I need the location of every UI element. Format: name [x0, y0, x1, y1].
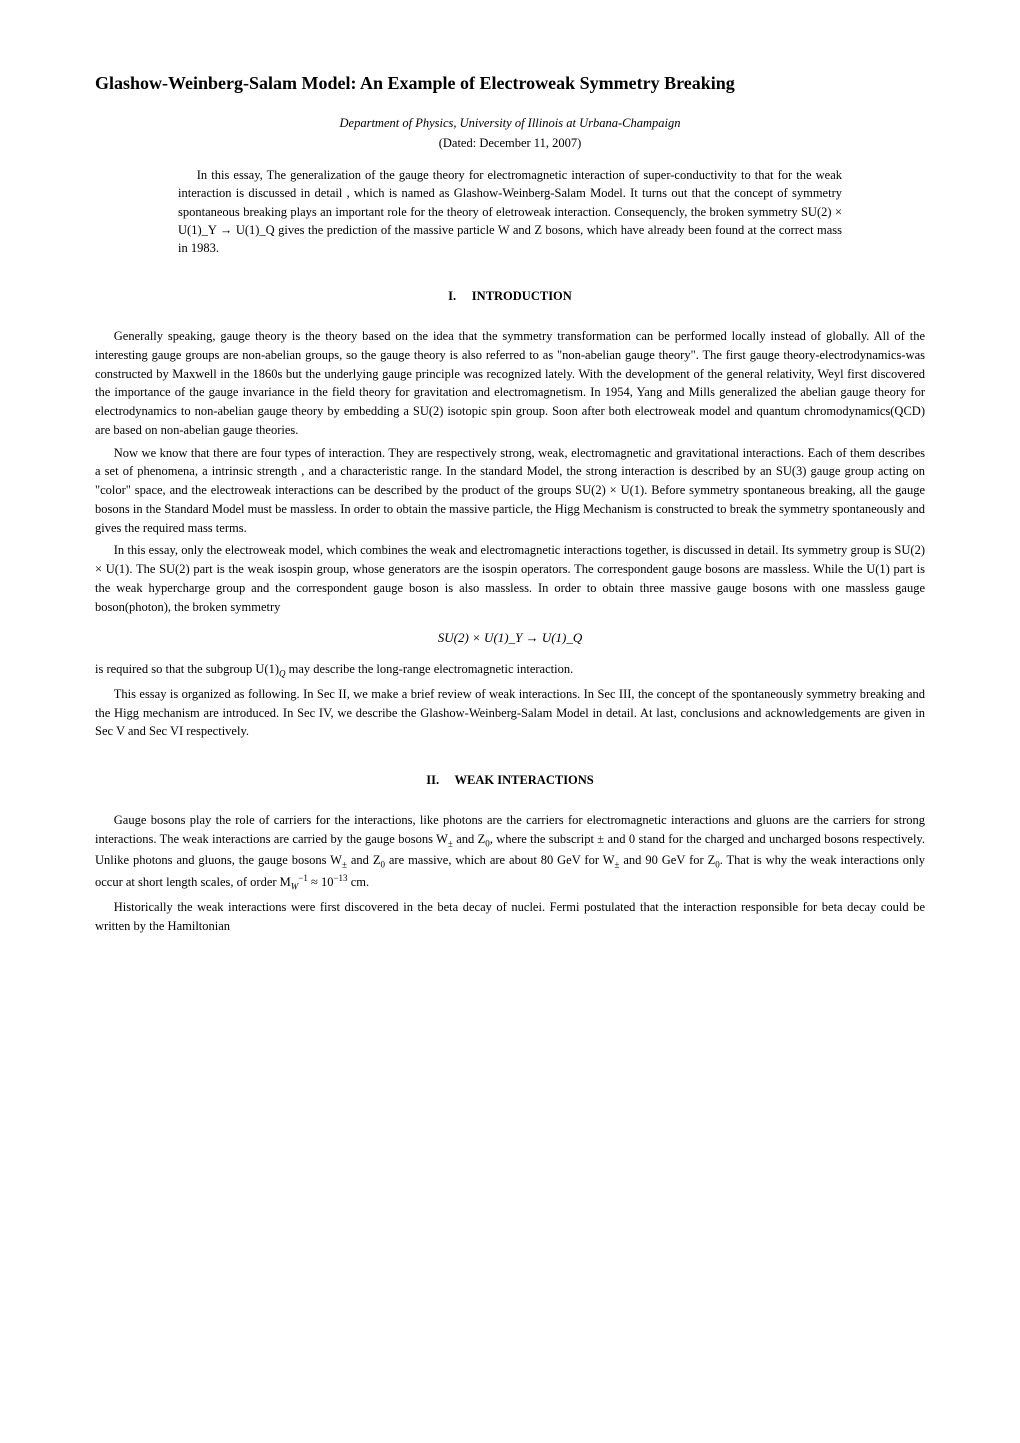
dated-close: ): [577, 136, 581, 150]
sup-neg1: −1: [298, 873, 308, 883]
date: December 11, 2007: [479, 136, 577, 150]
introduction-body: Generally speaking, gauge theory is the …: [95, 327, 925, 741]
weak-p1-d: and Z: [347, 853, 381, 867]
weak-p1-f: and 90 GeV for Z: [619, 853, 715, 867]
weak-paragraph-1: Gauge bosons play the role of carriers f…: [95, 811, 925, 894]
weak-p1-b: and Z: [453, 832, 485, 846]
section-title-2: WEAK INTERACTIONS: [455, 773, 594, 787]
section-number: I.: [448, 289, 456, 303]
intro-paragraph-3: In this essay, only the electroweak mode…: [95, 541, 925, 616]
section-number-2: II.: [426, 773, 439, 787]
sup-neg13: −13: [333, 873, 347, 883]
weak-p1-h: ≈ 10: [308, 875, 334, 889]
intro-p4-b: may describe the long-range electromagne…: [286, 662, 574, 676]
intro-paragraph-4: is required so that the subgroup U(1)Q m…: [95, 660, 925, 681]
display-equation-1: SU(2) × U(1)_Y → U(1)_Q: [95, 628, 925, 648]
intro-paragraph-1: Generally speaking, gauge theory is the …: [95, 327, 925, 440]
page: Glashow-Weinberg-Salam Model: An Example…: [0, 0, 1020, 1443]
dated-line: (Dated: December 11, 2007): [95, 134, 925, 152]
abstract: In this essay, The generalization of the…: [178, 166, 842, 257]
intro-paragraph-2: Now we know that there are four types of…: [95, 444, 925, 538]
section-title: INTRODUCTION: [472, 289, 572, 303]
section-heading-weak: II. WEAK INTERACTIONS: [95, 771, 925, 789]
paper-title: Glashow-Weinberg-Salam Model: An Example…: [95, 70, 925, 96]
dated-open: (Dated:: [439, 136, 480, 150]
sub-w: W: [291, 882, 299, 892]
weak-paragraph-2: Historically the weak interactions were …: [95, 898, 925, 936]
intro-paragraph-5: This essay is organized as following. In…: [95, 685, 925, 741]
intro-p4-a: is required so that the subgroup U(1): [95, 662, 279, 676]
affiliation: Department of Physics, University of Ill…: [95, 114, 925, 132]
section-heading-intro: I. INTRODUCTION: [95, 287, 925, 305]
weak-p1-e: are massive, which are about 80 GeV for …: [385, 853, 615, 867]
weak-body: Gauge bosons play the role of carriers f…: [95, 811, 925, 935]
weak-p1-i: cm.: [348, 875, 370, 889]
